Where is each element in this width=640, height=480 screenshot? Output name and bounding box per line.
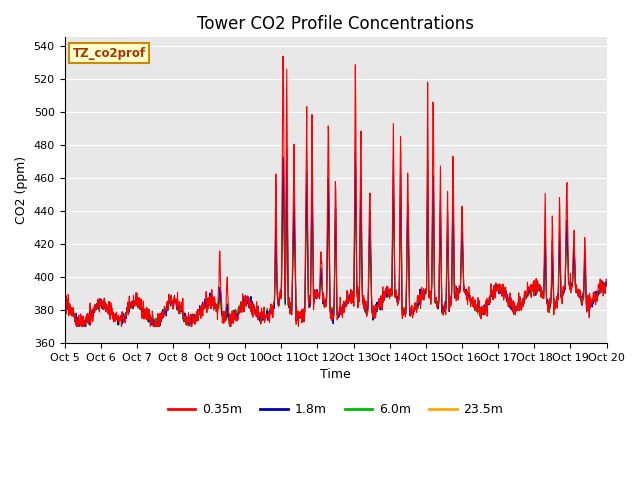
23.5m	[603, 281, 611, 287]
1.8m	[243, 301, 250, 307]
23.5m	[168, 296, 176, 302]
0.35m	[168, 298, 176, 303]
X-axis label: Time: Time	[320, 368, 351, 381]
1.8m	[603, 282, 611, 288]
23.5m	[279, 188, 287, 194]
Title: Tower CO2 Profile Concentrations: Tower CO2 Profile Concentrations	[197, 15, 474, 33]
1.8m	[539, 291, 547, 297]
23.5m	[77, 324, 85, 329]
6.0m	[182, 316, 189, 322]
Legend: 0.35m, 1.8m, 6.0m, 23.5m: 0.35m, 1.8m, 6.0m, 23.5m	[163, 398, 508, 421]
23.5m	[61, 302, 68, 308]
6.0m	[603, 279, 611, 285]
0.35m	[279, 53, 287, 59]
1.8m	[420, 294, 428, 300]
6.0m	[539, 291, 547, 297]
Line: 23.5m: 23.5m	[65, 191, 607, 326]
23.5m	[243, 299, 250, 304]
6.0m	[279, 183, 287, 189]
1.8m	[182, 311, 189, 316]
23.5m	[492, 295, 499, 301]
1.8m	[61, 303, 68, 309]
23.5m	[420, 290, 428, 296]
1.8m	[73, 324, 81, 329]
0.35m	[73, 324, 81, 329]
1.8m	[168, 298, 176, 303]
0.35m	[243, 303, 250, 309]
Text: TZ_co2prof: TZ_co2prof	[73, 47, 146, 60]
Line: 1.8m: 1.8m	[65, 150, 607, 326]
6.0m	[61, 300, 68, 306]
1.8m	[492, 293, 499, 299]
0.35m	[539, 296, 547, 301]
6.0m	[420, 290, 428, 296]
0.35m	[61, 296, 68, 301]
6.0m	[492, 295, 499, 300]
Line: 6.0m: 6.0m	[65, 186, 607, 326]
6.0m	[76, 324, 83, 329]
Y-axis label: CO2 (ppm): CO2 (ppm)	[15, 156, 28, 224]
23.5m	[182, 315, 189, 321]
0.35m	[603, 277, 611, 283]
6.0m	[243, 299, 250, 304]
6.0m	[168, 298, 176, 304]
1.8m	[283, 147, 291, 153]
0.35m	[420, 291, 428, 297]
0.35m	[492, 295, 499, 301]
23.5m	[539, 291, 547, 297]
Line: 0.35m: 0.35m	[65, 56, 607, 326]
0.35m	[182, 320, 189, 325]
